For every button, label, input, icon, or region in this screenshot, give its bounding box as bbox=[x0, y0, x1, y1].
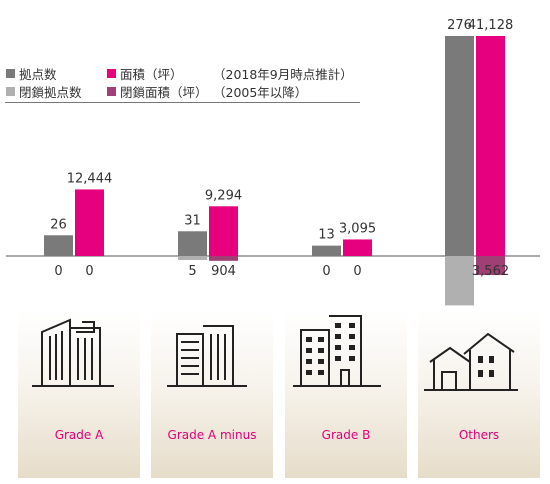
legend-label: 拠点数 bbox=[19, 66, 57, 82]
bar-count bbox=[445, 36, 474, 256]
category-card-others: Others bbox=[418, 310, 540, 478]
category-card-grade-b: Grade B bbox=[285, 310, 407, 478]
legend-note-closed: （2005年以降） bbox=[213, 82, 307, 100]
bar-area bbox=[476, 36, 505, 256]
data-label: 3,562 bbox=[472, 264, 509, 279]
legend-label: 面積（坪） bbox=[120, 66, 183, 82]
legend-item-area: 面積（坪） bbox=[107, 64, 183, 82]
office-tower-icon bbox=[32, 318, 114, 387]
bar-count-closed bbox=[445, 256, 474, 306]
legend-swatch-icon bbox=[107, 68, 116, 78]
category-card-grade-a: Grade A bbox=[18, 310, 140, 478]
bar-area-closed bbox=[209, 256, 238, 261]
legend-swatch-icon bbox=[107, 86, 116, 96]
bar-area bbox=[209, 206, 238, 256]
data-label: 13 bbox=[318, 228, 335, 243]
legend-label: 閉鎖面積（坪） bbox=[120, 84, 208, 100]
house-icon bbox=[424, 332, 518, 391]
legend-item-closed-area: 閉鎖面積（坪） bbox=[107, 82, 208, 100]
data-label: 26 bbox=[50, 217, 67, 232]
bar-count bbox=[312, 245, 341, 256]
category-label: Grade A minus bbox=[167, 428, 257, 442]
legend-swatch-icon bbox=[6, 86, 15, 96]
data-label: 3,095 bbox=[339, 221, 376, 236]
data-label: 0 bbox=[54, 264, 62, 279]
mid-rise-building-icon bbox=[293, 315, 381, 387]
bar-chart: 26311327612,4449,2943,09541,128050620904… bbox=[6, 18, 540, 306]
data-label: 0 bbox=[85, 264, 93, 279]
data-label: 31 bbox=[184, 213, 201, 228]
category-label: Others bbox=[458, 428, 500, 442]
data-label: 904 bbox=[211, 264, 236, 279]
legend-divider bbox=[5, 102, 360, 103]
data-label: 41,128 bbox=[468, 18, 514, 33]
legend-note: （2018年9月時点推計） bbox=[213, 66, 353, 82]
legend-swatch-icon bbox=[6, 68, 15, 78]
data-label: 0 bbox=[322, 264, 330, 279]
bar-count bbox=[178, 231, 207, 256]
data-label: 276 bbox=[447, 18, 472, 33]
category-label: Grade B bbox=[321, 428, 371, 442]
bar-area-closed bbox=[476, 256, 505, 276]
data-label: 9,294 bbox=[205, 188, 242, 203]
legend-item-sites: 拠点数 bbox=[6, 64, 57, 82]
category-label: Grade A bbox=[54, 428, 104, 442]
data-label: 12,444 bbox=[67, 171, 113, 186]
legend-note-current: （2018年9月時点推計） bbox=[213, 64, 353, 82]
legend-item-closed-sites: 閉鎖拠点数 bbox=[6, 82, 82, 100]
data-label: 0 bbox=[353, 264, 361, 279]
category-card-grade-a-minus: Grade A minus bbox=[151, 310, 273, 478]
bar-count-closed bbox=[178, 256, 207, 260]
legend-note: （2005年以降） bbox=[213, 84, 308, 100]
data-label: 5 bbox=[188, 264, 196, 279]
bar-area bbox=[343, 239, 372, 256]
bar-count bbox=[44, 235, 73, 256]
office-building-icon bbox=[167, 325, 247, 387]
bar-area bbox=[75, 189, 104, 256]
legend-label: 閉鎖拠点数 bbox=[19, 84, 82, 100]
